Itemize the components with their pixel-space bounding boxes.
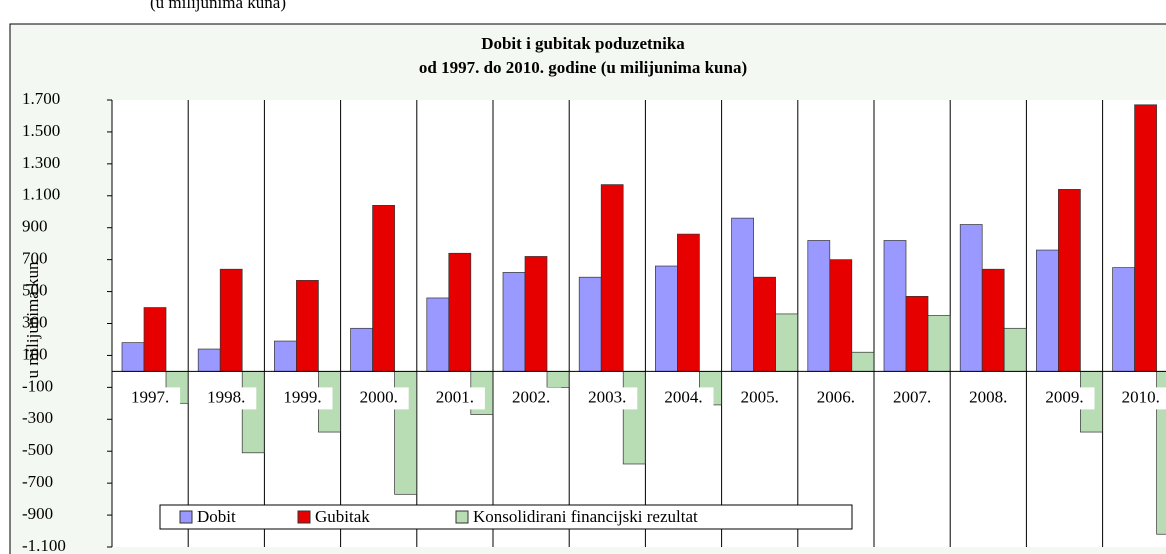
label-bg <box>196 387 257 410</box>
x-tick-label: 2001. <box>436 387 474 406</box>
bar <box>296 280 319 372</box>
bar <box>1112 267 1135 372</box>
y-tick-label: 300 <box>22 312 48 331</box>
bar <box>1003 327 1027 372</box>
y-tick-label: 100 <box>22 344 48 363</box>
label-bg <box>805 387 866 410</box>
bar <box>241 371 265 454</box>
bar <box>927 315 951 372</box>
legend-swatch <box>179 510 193 524</box>
legend-label: Dobit <box>197 507 236 526</box>
bar <box>274 340 297 372</box>
bar <box>524 256 548 372</box>
legend-label: Gubitak <box>315 507 370 526</box>
x-tick-label: 2009. <box>1045 387 1083 406</box>
label-bg <box>501 387 562 410</box>
label-bg <box>1034 387 1095 410</box>
x-tick-label: 2008. <box>969 387 1007 406</box>
x-tick-label: 2002. <box>512 387 550 406</box>
y-tick-label: 1.700 <box>22 89 60 108</box>
y-tick-label: -100 <box>22 376 53 395</box>
bar <box>350 327 373 372</box>
caption: (u milijunima kuna) <box>150 0 286 12</box>
bar <box>1156 371 1166 535</box>
bar <box>959 224 983 372</box>
bar <box>143 307 167 372</box>
y-tick-label: 700 <box>22 249 48 268</box>
bar <box>655 265 678 372</box>
label-bg <box>729 387 790 410</box>
x-tick-label: 2006. <box>817 387 855 406</box>
x-tick-label: 2000. <box>360 387 398 406</box>
bar <box>731 217 754 372</box>
bar <box>905 296 929 372</box>
bar <box>807 240 831 372</box>
y-tick-label: 900 <box>22 217 48 236</box>
bar <box>829 259 853 372</box>
x-tick-label: 1999. <box>283 387 321 406</box>
label-bg <box>120 387 181 410</box>
y-tick-label: -300 <box>22 408 53 427</box>
legend <box>159 504 853 530</box>
x-tick-label: 2004. <box>664 387 702 406</box>
bar <box>121 342 145 372</box>
y-axis-label: u milijunima kun <box>23 261 42 379</box>
chart-title: Dobit i gubitak poduzetnika <box>481 34 685 53</box>
y-tick-label: 1.100 <box>22 185 60 204</box>
x-tick-label: 1998. <box>207 387 245 406</box>
legend-swatch <box>455 510 469 524</box>
x-tick-label: 2003. <box>588 387 626 406</box>
label-bg <box>577 387 638 410</box>
bar <box>622 371 646 465</box>
label-bg <box>424 387 485 410</box>
bar <box>578 276 602 372</box>
x-tick-label: 2007. <box>893 387 931 406</box>
bar <box>753 276 776 372</box>
legend-swatch <box>297 510 311 524</box>
bar <box>372 205 395 372</box>
bar <box>775 313 798 372</box>
label-bg <box>653 387 714 410</box>
bar <box>883 240 907 372</box>
label-bg <box>958 387 1019 410</box>
y-tick-label: -1.100 <box>22 536 66 554</box>
bar <box>502 272 526 372</box>
x-tick-label: 1997. <box>131 387 169 406</box>
x-tick-label: 2005. <box>741 387 779 406</box>
y-tick-label: -500 <box>22 440 53 459</box>
y-tick-label: 500 <box>22 280 48 299</box>
bar <box>981 268 1005 372</box>
bar <box>546 371 570 388</box>
legend-label: Konsolidirani financijski rezultat <box>473 507 698 526</box>
label-bg <box>882 387 943 410</box>
bar <box>219 268 243 372</box>
bar <box>1058 189 1081 372</box>
bar <box>1036 249 1059 372</box>
x-tick-label: 2010. <box>1122 387 1160 406</box>
label-bg <box>272 387 333 410</box>
bar <box>426 297 450 372</box>
bar <box>600 184 624 372</box>
y-tick-label: -700 <box>22 472 53 491</box>
chart-title: od 1997. do 2010. godine (u milijunima k… <box>419 58 747 77</box>
bar <box>1134 104 1157 372</box>
bar <box>851 351 875 372</box>
y-tick-label: 1.500 <box>22 121 60 140</box>
label-bg <box>1110 387 1166 410</box>
bar <box>677 233 700 372</box>
label-bg <box>348 387 409 410</box>
plot-area <box>112 100 1166 547</box>
y-tick-label: 1.300 <box>22 153 60 172</box>
bar <box>448 252 472 372</box>
y-tick-label: -900 <box>22 504 53 523</box>
bar <box>197 348 221 372</box>
